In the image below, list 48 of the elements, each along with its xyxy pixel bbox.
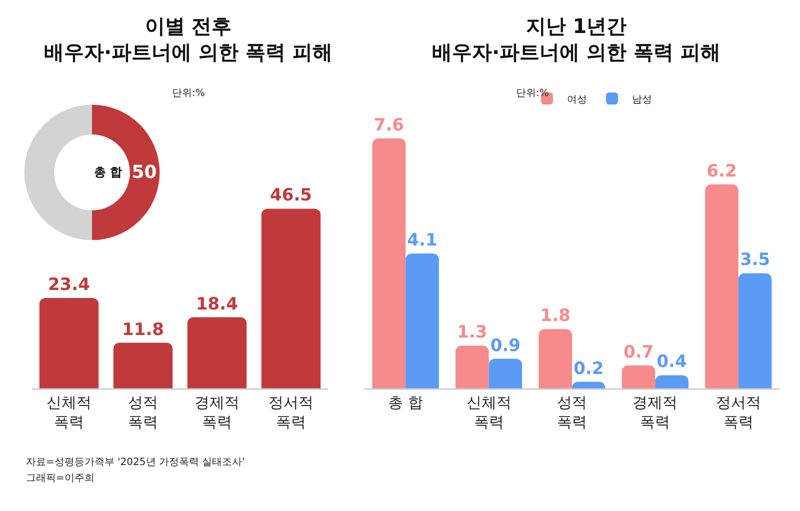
donut-slice <box>92 104 160 240</box>
x-tick-label: 정서적 폭력 <box>268 393 314 431</box>
text: 총 합 <box>94 165 122 179</box>
text: 단위:% <box>172 88 205 99</box>
chart-title: 지난 1년간 배우자·파트너에 의한 폭력 피해 <box>432 14 720 64</box>
bar <box>372 138 406 388</box>
chart-title: 이별 전후 배우자·파트너에 의한 폭력 피해 <box>44 14 332 64</box>
data-label: 11.8 <box>122 320 164 340</box>
data-label: 3.5 <box>740 250 770 270</box>
x-tick-label: 성적 폭력 <box>128 393 158 431</box>
bar <box>705 184 738 388</box>
data-label: 18.4 <box>196 294 238 314</box>
data-label: 46.5 <box>270 186 312 206</box>
data-label: 23.4 <box>48 274 90 295</box>
data-label: 4.1 <box>407 230 438 250</box>
legend-label: 여성 <box>567 94 587 106</box>
bar <box>39 298 99 388</box>
bar <box>655 375 688 388</box>
donut-slice <box>24 104 92 240</box>
bar <box>622 365 656 388</box>
x-tick-label: 총 합 <box>388 393 423 412</box>
bar <box>261 208 321 388</box>
x-tick-label: 경제적 폭력 <box>194 393 240 431</box>
data-label: 1.3 <box>457 322 488 343</box>
bar <box>187 317 247 388</box>
text: 그래픽=이주희 <box>26 473 94 484</box>
data-label: 0.7 <box>623 342 654 362</box>
bar <box>738 273 772 388</box>
x-tick-label: 신체적 폭력 <box>46 393 92 431</box>
x-tick-label: 경제적 폭력 <box>632 393 678 431</box>
bar <box>406 253 439 388</box>
data-label: 0.2 <box>574 358 604 379</box>
x-tick-label: 성적 폭력 <box>557 393 587 431</box>
data-label: 1.8 <box>540 306 570 326</box>
data-label: 7.6 <box>374 115 404 136</box>
x-tick-label: 정서적 폭력 <box>716 393 761 431</box>
data-label: 0.9 <box>490 336 521 356</box>
chart-subtitle: 단위:% <box>516 88 549 99</box>
bar <box>456 346 489 388</box>
bar <box>113 342 173 388</box>
legend-label: 남성 <box>632 94 652 106</box>
data-label: 6.2 <box>706 161 737 182</box>
text: 자료=성평등가족부 '2025년 가정폭력 실태조사' <box>26 457 245 468</box>
data-label: 50 <box>132 162 157 183</box>
data-label: 0.4 <box>656 352 687 372</box>
x-tick-label: 신체적 폭력 <box>466 393 512 431</box>
bar <box>488 358 522 388</box>
bar <box>538 329 572 388</box>
